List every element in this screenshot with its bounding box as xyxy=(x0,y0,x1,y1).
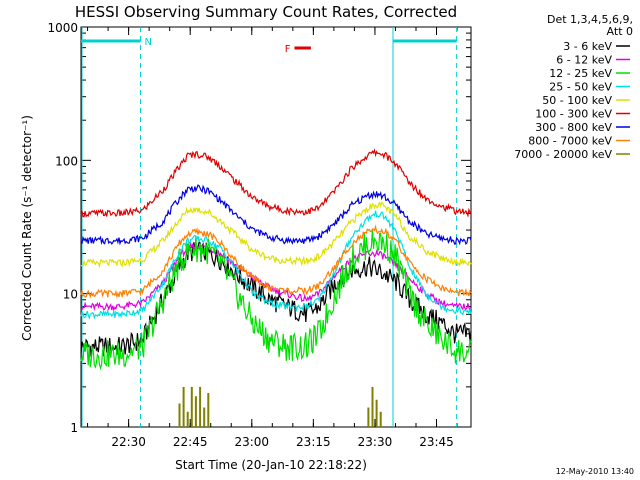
series-line xyxy=(80,201,472,269)
x-tick-label: 22:45 xyxy=(173,435,208,449)
legend-entry: 6 - 12 keV xyxy=(556,54,612,67)
series-line xyxy=(178,386,382,427)
legend-entry: 12 - 25 keV xyxy=(549,67,612,80)
x-tick-label: 23:45 xyxy=(419,435,454,449)
plot-area: 22:30 22:45 23:00 23:15 23:30 23:45 1 10 100 1000… xyxy=(47,21,472,449)
y-tick-label: 1 xyxy=(70,421,78,435)
timestamp: 12-May-2010 13:40 xyxy=(556,467,634,476)
legend-entry: 25 - 50 keV xyxy=(549,81,612,94)
legend-entry: 800 - 7000 keV xyxy=(528,135,612,148)
legend-entry: 3 - 6 keV xyxy=(563,40,612,53)
x-tick-label: 22:30 xyxy=(111,435,146,449)
x-axis-label: Start Time (20-Jan-10 22:18:22) xyxy=(175,458,367,472)
y-tick-label: 1000 xyxy=(47,21,78,35)
x-tick-label: 23:30 xyxy=(358,435,393,449)
y-axis-label: Corrected Count Rate (s⁻¹ detector⁻¹) xyxy=(20,115,34,341)
series-line xyxy=(80,224,472,299)
series-line xyxy=(80,228,472,371)
y-tick-label: 10 xyxy=(63,288,78,302)
legend-header: Att 0 xyxy=(607,25,633,38)
y-tick-label: 100 xyxy=(55,154,78,168)
legend-entry: 300 - 800 keV xyxy=(535,121,612,134)
series-line xyxy=(80,184,472,246)
annotation-label: N xyxy=(145,37,152,48)
series-line xyxy=(80,148,472,218)
x-tick-label: 23:00 xyxy=(234,435,269,449)
legend-entry: 50 - 100 keV xyxy=(542,94,612,107)
legend-entry: 100 - 300 keV xyxy=(535,108,612,121)
chart-title: HESSI Observing Summary Count Rates, Cor… xyxy=(75,3,457,21)
x-tick-label: 23:15 xyxy=(296,435,331,449)
annotation-label: F xyxy=(285,44,291,55)
plot-frame xyxy=(80,26,472,428)
legend-entry: 7000 - 20000 keV xyxy=(514,148,612,161)
legend-header: Det 1,3,4,5,6,9, xyxy=(547,13,633,26)
